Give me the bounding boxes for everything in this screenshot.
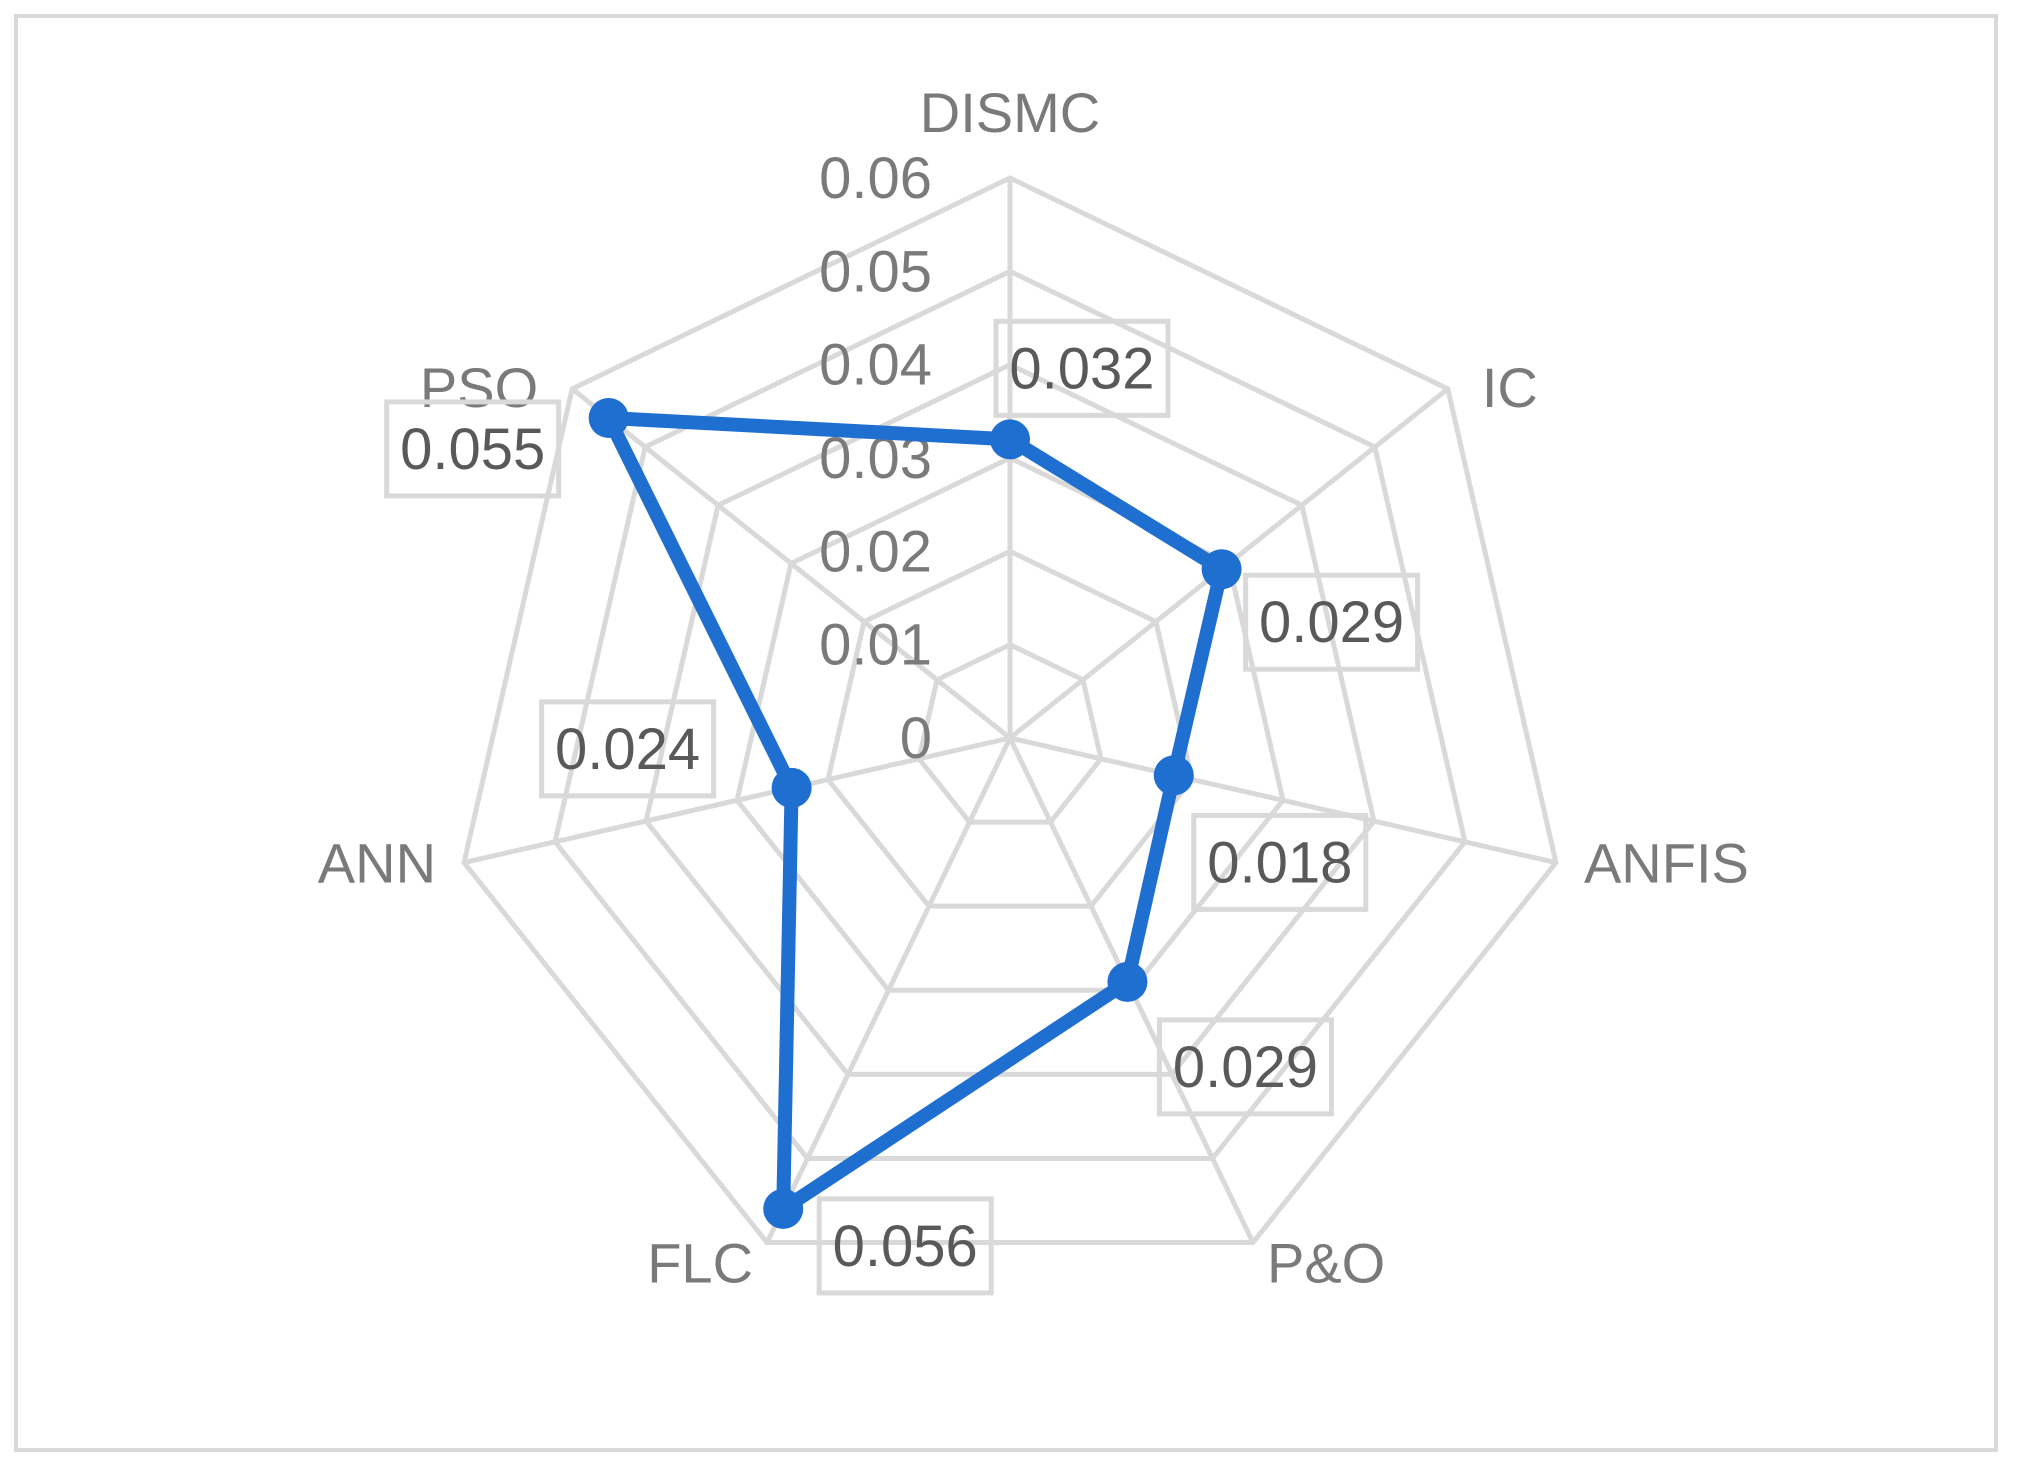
data-point-anfis xyxy=(1153,755,1194,796)
data-label-value: 0.024 xyxy=(555,717,700,782)
data-point-dismc xyxy=(990,419,1030,460)
data-point-ann xyxy=(771,767,812,808)
data-label-box xyxy=(816,1196,994,1296)
radial-tick-label: 0.05 xyxy=(819,239,932,304)
data-point-po xyxy=(1107,961,1148,1002)
axis-label-pso: PSO xyxy=(420,356,538,419)
radial-tick-label: 0.04 xyxy=(819,333,932,398)
data-label-box xyxy=(1156,1017,1334,1117)
data-label-flc: 0.056 xyxy=(816,1196,994,1296)
data-label-value: 0.056 xyxy=(833,1214,978,1279)
data-point-ic xyxy=(1201,549,1242,590)
grid-ring-6 xyxy=(461,175,1559,1246)
spoke-2 xyxy=(1009,735,1557,866)
data-label-po: 0.029 xyxy=(1156,1017,1334,1117)
grid-ring-1 xyxy=(916,641,1104,825)
data-point-flc xyxy=(763,1188,804,1229)
axis-label-flc: FLC xyxy=(647,1232,753,1295)
axis-label-dismc: DISMC xyxy=(920,81,1100,144)
radial-tick-label: 0.06 xyxy=(819,146,932,211)
radial-tick-label: 0 xyxy=(900,706,932,771)
radial-tick-label: 0.01 xyxy=(819,613,932,678)
series-layer xyxy=(588,397,1242,1229)
data-label-anfis: 0.018 xyxy=(1191,812,1369,912)
grid-ring-4 xyxy=(643,361,1377,1077)
axis-label-anfis: ANFIS xyxy=(1584,832,1749,895)
data-label-box xyxy=(539,699,717,799)
data-label-pso: 0.055 xyxy=(384,399,562,499)
grid-ring-5 xyxy=(552,268,1468,1161)
grid-ring-2 xyxy=(825,548,1195,909)
spoke-4 xyxy=(764,736,1013,1244)
radial-tick-label: 0.02 xyxy=(819,519,932,584)
data-label-dismc: 0.032 xyxy=(993,318,1171,418)
data-label-box xyxy=(384,399,562,499)
tick-layer: 00.010.020.030.040.050.06 xyxy=(819,146,932,771)
axis-label-layer: DISMC IC ANFIS P&O FLC ANN PSO xyxy=(318,81,1749,1295)
data-label-layer: 0.032 0.029 0.018 0.029 0.056 0.024 0.055 xyxy=(384,318,1421,1296)
data-point-pso xyxy=(588,397,629,438)
data-label-ic: 0.029 xyxy=(1243,572,1421,672)
data-label-box xyxy=(1191,812,1369,912)
axis-label-po: P&O xyxy=(1267,1232,1385,1295)
data-label-value: 0.029 xyxy=(1259,590,1404,655)
spoke-5 xyxy=(463,735,1011,866)
data-label-value: 0.032 xyxy=(1009,336,1154,401)
data-label-value: 0.018 xyxy=(1207,830,1352,895)
spoke-6 xyxy=(570,386,1012,740)
grid-ring-3 xyxy=(734,455,1286,993)
data-label-box xyxy=(1243,572,1421,672)
data-label-ann: 0.024 xyxy=(539,699,717,799)
series-line xyxy=(601,410,1229,1216)
data-label-box xyxy=(993,318,1171,418)
data-label-value: 0.029 xyxy=(1173,1035,1318,1100)
axis-label-ann: ANN xyxy=(318,832,436,895)
axis-label-ic: IC xyxy=(1482,356,1538,419)
data-label-value: 0.055 xyxy=(400,417,545,482)
